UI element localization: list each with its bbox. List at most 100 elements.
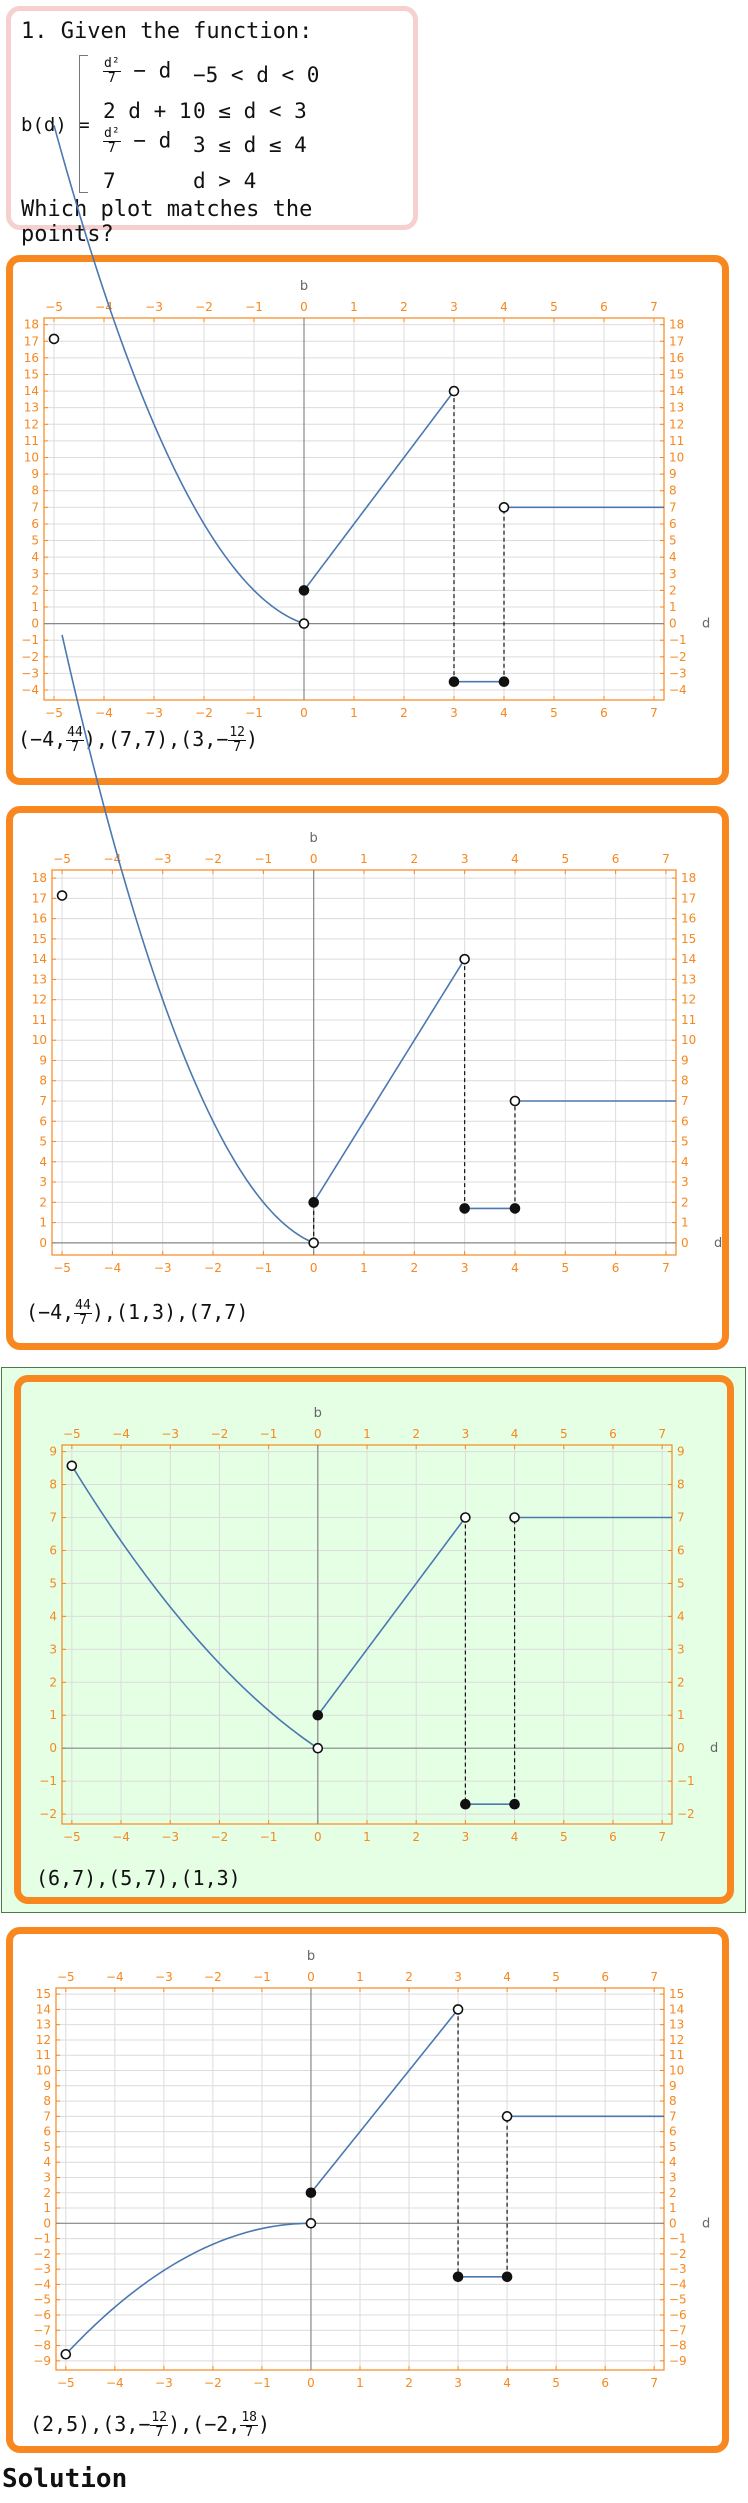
y-tick-label: 9 — [39, 1053, 47, 1067]
x-tick-label: 6 — [600, 706, 608, 720]
y-tick-label: 3 — [31, 567, 39, 581]
piece-4-expr: 7 — [103, 169, 116, 193]
y-tick-label: 5 — [49, 1576, 57, 1590]
x-tick-label: −1 — [253, 2376, 271, 2390]
y-tick-label: 0 — [31, 617, 39, 631]
y-tick-label: 2 — [49, 1675, 57, 1689]
x-tick-label: 2 — [400, 300, 408, 314]
y-tick-label: 13 — [669, 401, 684, 415]
y-tick-label: 9 — [681, 1053, 689, 1067]
y-tick-label: −2 — [33, 2247, 51, 2261]
y-tick-label: 15 — [36, 1987, 51, 2001]
x-tick-label: 3 — [461, 1261, 469, 1275]
y-tick-label: 7 — [39, 1094, 47, 1108]
x-tick-label: 0 — [314, 1830, 322, 1844]
y-tick-label: 17 — [24, 334, 39, 348]
x-tick-label: 3 — [450, 300, 458, 314]
piece-1-den: 7 — [107, 71, 116, 86]
plot-3: −5 −5 −4 −4 −3 −3 −2 −2 −1 −1 0 0 1 1 2 2 3 3 4 4 5 5 6 6 7 7 −2 −2… — [39, 1406, 718, 1844]
points-text: (2,5),(3,− — [30, 2412, 151, 2436]
x-tick-label: 1 — [360, 1261, 368, 1275]
x-tick-label: −1 — [255, 1261, 273, 1275]
y-tick-label: −3 — [33, 2262, 51, 2276]
answer-option-1[interactable]: −5 −5 −4 −4 −3 −3 −2 −2 −1 −1 0 0 1 1 2 2 3 3 4 4 5 5 6 6 7 7 −4 −4… — [6, 125, 729, 785]
closed-point — [501, 2271, 513, 2283]
y-tick-label: 2 — [39, 1195, 47, 1209]
y-tick-label: −1 — [33, 2232, 51, 2246]
piece-row-4: 7 d > 4 — [103, 169, 256, 193]
x-tick-label: 0 — [310, 852, 318, 866]
y-tick-label: 6 — [49, 1543, 57, 1557]
y-tick-label: 2 — [43, 2186, 51, 2200]
curve-piece-2 — [317, 1517, 467, 1716]
curve-piece-1 — [71, 1465, 319, 1749]
x-tick-label: 7 — [650, 706, 658, 720]
x-axis-label: d — [702, 617, 710, 632]
y-tick-label: 14 — [669, 384, 684, 398]
fraction-num: 18 — [240, 2410, 258, 2426]
x-tick-label: −4 — [112, 1427, 130, 1441]
y-tick-label: −9 — [669, 2354, 687, 2368]
open-point — [56, 890, 68, 901]
y-tick-label: 1 — [43, 2201, 51, 2215]
curve-piece-1 — [53, 125, 305, 625]
x-tick-label: 1 — [360, 852, 368, 866]
open-point — [298, 618, 310, 629]
y-tick-label: −3 — [21, 666, 39, 680]
option-points-1: (−4, 44 7),(7,7),(3,− 12 7) — [18, 726, 258, 755]
open-point — [312, 1742, 324, 1754]
x-tick-label: 4 — [511, 1261, 519, 1275]
y-tick-label: 8 — [31, 484, 39, 498]
piece-4-cond: d > 4 — [193, 169, 257, 193]
x-tick-label: −4 — [106, 1970, 124, 1984]
y-tick-label: −4 — [21, 683, 39, 697]
y-tick-label: 3 — [681, 1175, 689, 1189]
y-tick-label: 4 — [39, 1155, 47, 1169]
fraction-den: 7 — [155, 2425, 164, 2440]
x-tick-label: −3 — [154, 1261, 172, 1275]
x-tick-label: −1 — [260, 1427, 278, 1441]
y-tick-label: 0 — [677, 1741, 685, 1755]
x-tick-label: 0 — [310, 1261, 318, 1275]
y-tick-label: 11 — [669, 434, 684, 448]
y-tick-label: 2 — [677, 1675, 685, 1689]
piece-3-den: 7 — [107, 141, 116, 156]
y-tick-label: 4 — [669, 2155, 677, 2169]
y-tick-label: 9 — [43, 2079, 51, 2093]
x-tick-label: −3 — [161, 1427, 179, 1441]
answer-option-4[interactable]: −5 −5 −4 −4 −3 −3 −2 −2 −1 −1 0 0 1 1 2 2 3 3 4 4 5 5 6 6 7 7 −9 −9… — [6, 1927, 729, 2453]
y-tick-label: 13 — [36, 2018, 51, 2032]
y-tick-label: 3 — [43, 2170, 51, 2184]
y-tick-label: 10 — [36, 2064, 51, 2078]
fraction-num: 12 — [228, 725, 246, 741]
y-tick-label: 2 — [669, 2186, 677, 2200]
points-fraction: 12 7 — [228, 726, 246, 755]
x-tick-label: 6 — [600, 300, 608, 314]
answer-option-3[interactable]: −5 −5 −4 −4 −3 −3 −2 −2 −1 −1 0 0 1 1 2 2 3 3 4 4 5 5 6 6 7 7 −2 −2… — [14, 1375, 734, 1904]
points-text: −4, — [38, 1300, 75, 1324]
y-tick-label: 0 — [49, 1741, 57, 1755]
x-tick-label: −2 — [211, 1427, 229, 1441]
x-tick-label: −3 — [161, 1830, 179, 1844]
x-tick-label: 7 — [650, 1970, 658, 1984]
y-tick-label: 18 — [32, 871, 47, 885]
curve-piece-1 — [61, 634, 314, 1244]
y-tick-label: 1 — [39, 1216, 47, 1230]
x-tick-label: 2 — [412, 1427, 420, 1441]
x-tick-label: 6 — [601, 2376, 609, 2390]
y-tick-label: 17 — [669, 334, 684, 348]
x-tick-label: −4 — [112, 1830, 130, 1844]
answer-option-2[interactable]: −5 −5 −4 −4 −3 −3 −2 −2 −1 −1 0 0 1 1 2 2 3 3 4 4 5 5 6 6 7 7 0 0 1 1… — [6, 634, 729, 1350]
curve-piece-2 — [310, 2008, 459, 2194]
y-tick-label: 1 — [31, 600, 39, 614]
curve-piece-2 — [303, 390, 455, 591]
x-tick-label: 0 — [307, 1970, 315, 1984]
fraction-den: 7 — [79, 1313, 87, 1328]
y-tick-label: −1 — [669, 2232, 687, 2246]
open-point — [459, 953, 470, 965]
y-tick-label: 7 — [31, 500, 39, 514]
y-tick-label: 8 — [49, 1478, 57, 1492]
points-text: ),(−2, — [168, 2412, 241, 2436]
x-tick-label: 7 — [658, 1427, 666, 1441]
y-tick-label: −8 — [33, 2339, 51, 2353]
